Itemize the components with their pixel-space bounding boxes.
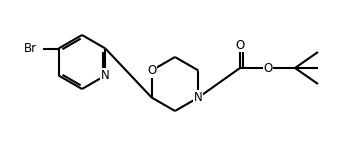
Text: O: O bbox=[147, 64, 156, 77]
Text: O: O bbox=[264, 62, 273, 74]
Text: N: N bbox=[101, 69, 110, 82]
Text: N: N bbox=[194, 91, 203, 104]
Text: Br: Br bbox=[24, 42, 37, 55]
Text: O: O bbox=[236, 38, 245, 52]
